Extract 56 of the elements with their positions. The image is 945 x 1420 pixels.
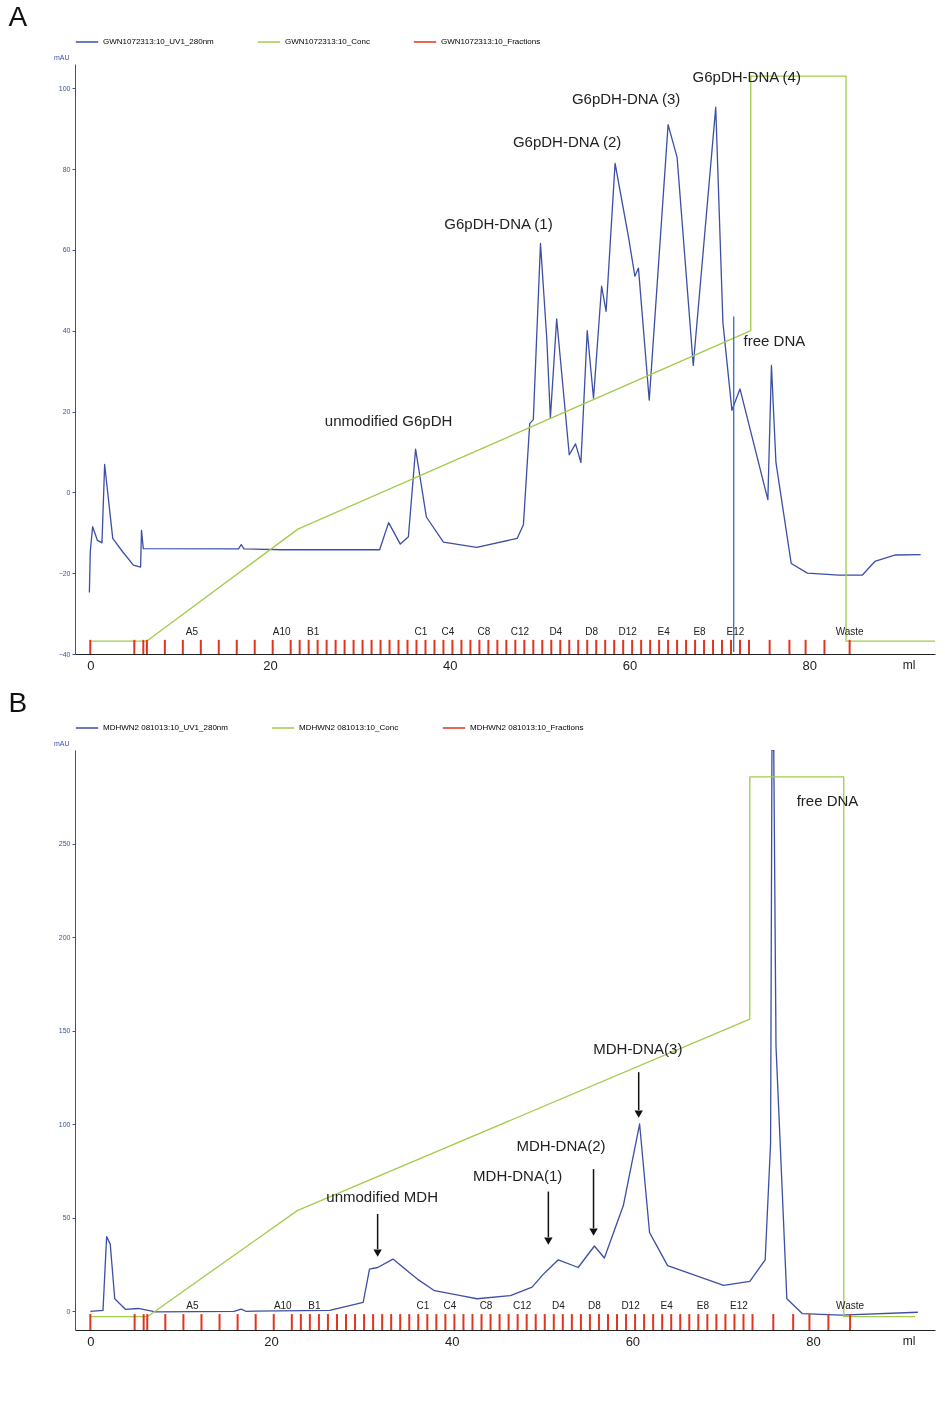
legend-label: MDHWN2 081013:10_UV1_280nm [103,723,229,732]
x-tick-label: 60 [625,1333,641,1349]
data-label: C12 [510,625,530,637]
annotation: MDH-DNA(1) [473,1166,563,1184]
x-tick-label: 80 [802,657,817,673]
data-label: C4 [441,625,455,637]
data-label: D4 [551,1300,566,1312]
annotation: MDH-DNA(2) [516,1137,606,1155]
data-label: B1 [308,1300,321,1312]
data-label: E12 [730,1300,749,1312]
x-tick-label: 80 [806,1333,821,1349]
annotation: G6pDH-DNA (3) [571,89,681,107]
data-label: Waste [835,625,865,637]
x-tick-label: 40 [443,657,458,673]
annotation: G6pDH-DNA (1) [444,215,553,233]
chart-title: B [8,687,28,718]
data-label: A10 [273,1300,293,1312]
data-label: C8 [479,1300,493,1312]
annotation: free DNA [743,332,806,350]
data-label: C12 [512,1300,532,1312]
data-label: D4 [549,625,563,637]
data-label: E8 [696,1300,710,1312]
legend-label: GWN1072313:10_UV1_280nm [103,37,215,46]
chart-title: A [8,1,28,32]
data-label: C1 [416,1300,430,1312]
data-label: D8 [585,625,599,637]
data-label: C1 [414,625,428,637]
annotation: G6pDH-DNA (2) [512,133,622,151]
data-label: D8 [588,1300,602,1312]
x-tick-label: 20 [264,1333,279,1349]
legend-label: GWN1072313:10_Fractions [441,37,541,46]
data-label: A5 [186,1300,199,1312]
data-label: E4 [657,625,671,637]
data-label: C4 [443,1300,457,1312]
data-label: B1 [307,625,320,637]
data-label: E8 [693,625,707,637]
x-tick-label: 20 [263,657,278,673]
x-tick-label: 0 [87,1333,95,1349]
x-tick-label: 60 [622,657,638,673]
annotation: MDH-DNA(3) [593,1040,683,1058]
data-label: E4 [660,1300,674,1312]
legend-label: GWN1072313:10_Conc [285,37,370,46]
annotation: unmodified MDH [326,1188,438,1206]
x-tick-label: 0 [87,657,95,673]
x-axis-title: ml [902,657,916,672]
line-series [88,106,922,594]
data-label: D12 [618,625,638,637]
legend-label: MDHWN2 081013:10_Fractions [470,723,584,732]
data-label: A10 [272,625,292,637]
data-label: D12 [621,1300,641,1312]
annotation: unmodified G6pDH [324,412,453,430]
x-tick-label: 40 [444,1333,460,1349]
legend-label: MDHWN2 081013:10_Conc [299,723,399,732]
x-axis-title: ml [902,1333,916,1348]
data-label: C8 [477,625,491,637]
data-label: A5 [185,625,199,637]
